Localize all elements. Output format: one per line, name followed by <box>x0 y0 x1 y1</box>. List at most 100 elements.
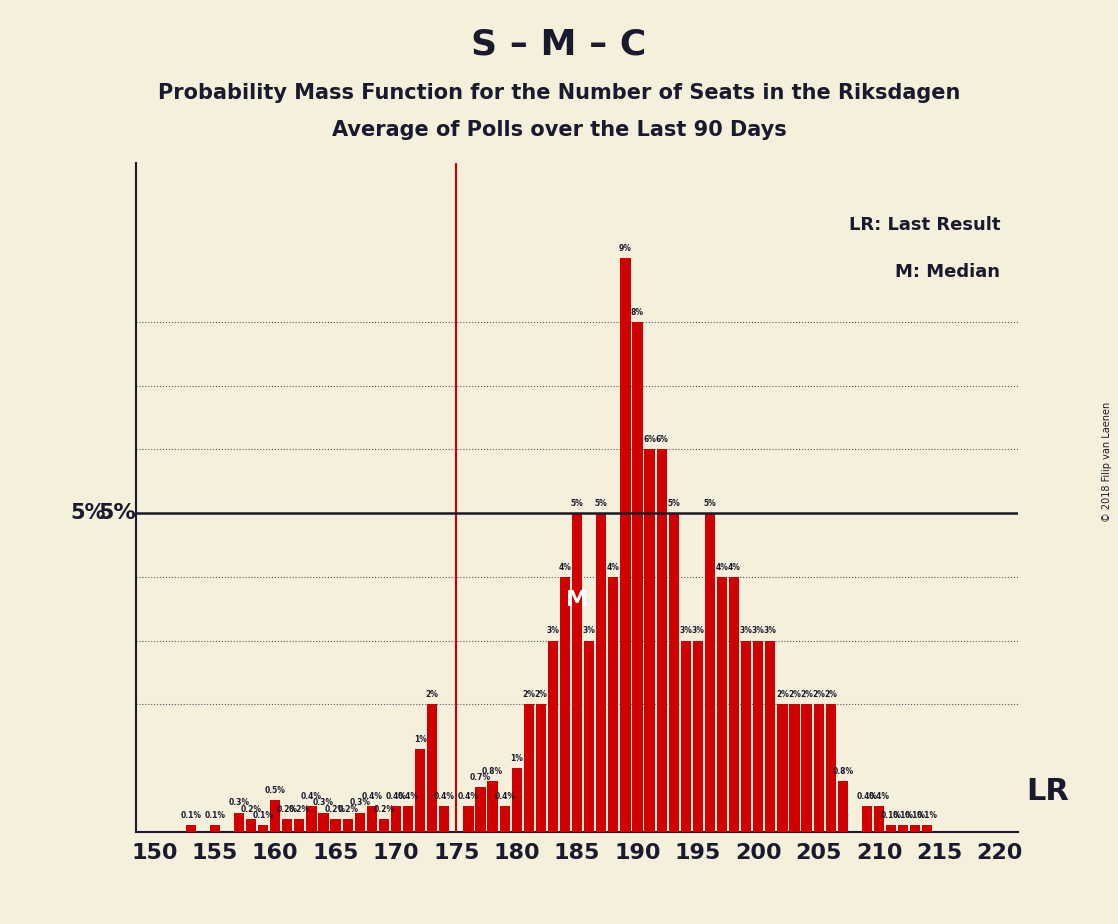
Text: 2%: 2% <box>426 690 438 699</box>
Text: 0.1%: 0.1% <box>881 811 901 821</box>
Bar <box>656 449 666 832</box>
Bar <box>777 704 787 832</box>
Bar <box>523 704 534 832</box>
Bar <box>427 704 437 832</box>
Bar <box>754 640 764 832</box>
Text: LR: LR <box>1026 777 1070 806</box>
Bar <box>644 449 655 832</box>
Bar <box>741 640 751 832</box>
Bar <box>234 812 244 832</box>
Bar <box>898 825 908 832</box>
Text: 0.3%: 0.3% <box>313 798 334 808</box>
Text: 0.2%: 0.2% <box>325 805 347 814</box>
Text: 0.1%: 0.1% <box>917 811 938 821</box>
Text: 6%: 6% <box>643 435 656 444</box>
Text: 0.1%: 0.1% <box>180 811 201 821</box>
Bar <box>319 812 329 832</box>
Text: 3%: 3% <box>691 626 704 636</box>
Bar <box>463 807 474 832</box>
Text: M: Median: M: Median <box>896 263 1001 281</box>
Text: 2%: 2% <box>776 690 789 699</box>
Bar <box>693 640 703 832</box>
Text: 0.2%: 0.2% <box>288 805 310 814</box>
Bar <box>814 704 824 832</box>
Text: 6%: 6% <box>655 435 669 444</box>
Text: © 2018 Filip van Laenen: © 2018 Filip van Laenen <box>1102 402 1112 522</box>
Bar <box>331 819 341 832</box>
Text: Average of Polls over the Last 90 Days: Average of Polls over the Last 90 Days <box>332 120 786 140</box>
Bar <box>487 781 498 832</box>
Bar <box>500 807 510 832</box>
Text: 0.7%: 0.7% <box>470 773 491 782</box>
Bar <box>354 812 364 832</box>
Bar <box>379 819 389 832</box>
Text: 2%: 2% <box>812 690 825 699</box>
Bar <box>258 825 268 832</box>
Bar <box>717 577 727 832</box>
Text: 0.8%: 0.8% <box>832 767 853 775</box>
Bar <box>512 768 522 832</box>
Bar <box>560 577 570 832</box>
Text: 1%: 1% <box>414 735 427 744</box>
Text: 0.4%: 0.4% <box>301 792 322 801</box>
Text: 0.3%: 0.3% <box>228 798 249 808</box>
Bar <box>439 807 449 832</box>
Bar <box>802 704 812 832</box>
Text: 3%: 3% <box>547 626 559 636</box>
Text: 0.4%: 0.4% <box>361 792 382 801</box>
Bar <box>294 819 304 832</box>
Text: 4%: 4% <box>559 563 571 572</box>
Bar <box>282 819 293 832</box>
Bar <box>391 807 401 832</box>
Text: 0.1%: 0.1% <box>892 811 913 821</box>
Text: 3%: 3% <box>740 626 752 636</box>
Bar <box>402 807 414 832</box>
Bar <box>271 800 281 832</box>
Bar <box>789 704 799 832</box>
Bar <box>367 807 377 832</box>
Bar <box>885 825 897 832</box>
Bar <box>837 781 847 832</box>
Bar <box>342 819 353 832</box>
Text: 0.1%: 0.1% <box>205 811 226 821</box>
Text: 3%: 3% <box>680 626 692 636</box>
Text: 0.5%: 0.5% <box>265 785 285 795</box>
Text: 5%: 5% <box>98 504 136 523</box>
Text: 3%: 3% <box>751 626 765 636</box>
Bar <box>729 577 739 832</box>
Text: 2%: 2% <box>800 690 813 699</box>
Bar <box>874 807 884 832</box>
Text: 3%: 3% <box>764 626 777 636</box>
Bar <box>620 259 631 832</box>
Bar <box>596 513 606 832</box>
Bar <box>246 819 256 832</box>
Text: 5%: 5% <box>70 504 105 523</box>
Bar <box>681 640 691 832</box>
Text: 4%: 4% <box>716 563 729 572</box>
Bar <box>415 748 425 832</box>
Bar <box>910 825 920 832</box>
Bar <box>704 513 716 832</box>
Text: 0.4%: 0.4% <box>434 792 455 801</box>
Text: 5%: 5% <box>703 499 717 508</box>
Text: 8%: 8% <box>631 308 644 317</box>
Text: 5%: 5% <box>570 499 584 508</box>
Text: 2%: 2% <box>788 690 800 699</box>
Text: 4%: 4% <box>607 563 619 572</box>
Text: 2%: 2% <box>824 690 837 699</box>
Bar <box>572 513 582 832</box>
Text: 0.8%: 0.8% <box>482 767 503 775</box>
Text: 0.2%: 0.2% <box>240 805 262 814</box>
Text: 2%: 2% <box>522 690 536 699</box>
Text: 0.1%: 0.1% <box>904 811 926 821</box>
Text: 0.2%: 0.2% <box>277 805 297 814</box>
Text: 5%: 5% <box>667 499 680 508</box>
Text: 0.3%: 0.3% <box>349 798 370 808</box>
Text: 2%: 2% <box>534 690 548 699</box>
Text: 0.4%: 0.4% <box>386 792 407 801</box>
Bar <box>633 322 643 832</box>
Bar <box>210 825 220 832</box>
Text: 0.4%: 0.4% <box>458 792 479 801</box>
Text: 9%: 9% <box>619 244 632 253</box>
Text: 0.1%: 0.1% <box>253 811 274 821</box>
